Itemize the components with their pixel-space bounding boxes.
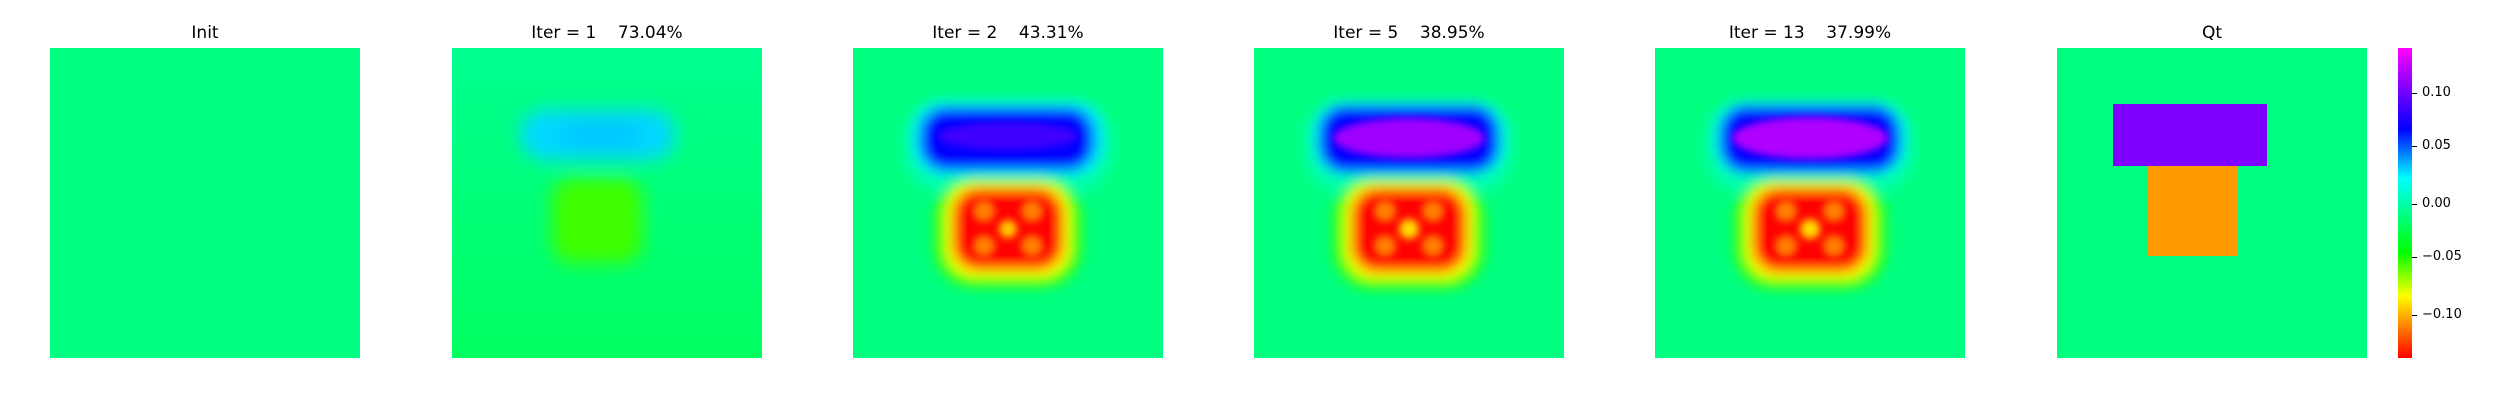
colorbar-tick	[2412, 257, 2417, 258]
panel-title-qt: Qt	[2201, 23, 2223, 43]
colorbar-tick-label: 0.10	[2422, 85, 2451, 100]
iter-2-field-image	[853, 48, 1163, 358]
colorbar-tick	[2412, 146, 2417, 147]
panel-init	[50, 48, 360, 358]
colorbar-tick-label: 0.05	[2422, 138, 2451, 153]
colorbar-tick	[2412, 204, 2417, 205]
panel-title-iter-1: Iter = 1 73.04%	[531, 23, 683, 43]
qt-top-block	[2113, 104, 2267, 166]
iter-13-field-image	[1655, 48, 1965, 358]
panel-iter-5	[1254, 48, 1564, 358]
panel-title-iter-2: Iter = 2 43.31%	[932, 23, 1084, 43]
iter-5-field-image	[1254, 48, 1564, 358]
init-field-image	[50, 48, 360, 358]
colorbar-tick-label: −0.05	[2422, 249, 2462, 264]
colorbar-tick	[2412, 93, 2417, 94]
qt-bottom-block	[2148, 166, 2238, 256]
panel-title-iter-5: Iter = 5 38.95%	[1333, 23, 1485, 43]
colorbar-tick-label: 0.00	[2422, 196, 2451, 211]
panel-title-iter-13: Iter = 13 37.99%	[1728, 23, 1892, 43]
panel-iter-13	[1655, 48, 1965, 358]
panel-iter-2	[853, 48, 1163, 358]
panel-qt	[2057, 48, 2367, 358]
colorbar-tick-label: −0.10	[2422, 307, 2462, 322]
qt-field-image	[2057, 48, 2367, 358]
panel-title-init: Init	[191, 23, 219, 43]
colorbar	[2398, 48, 2412, 358]
iter-1-field-image	[452, 48, 762, 358]
panel-iter-1	[452, 48, 762, 358]
colorbar-tick	[2412, 315, 2417, 316]
